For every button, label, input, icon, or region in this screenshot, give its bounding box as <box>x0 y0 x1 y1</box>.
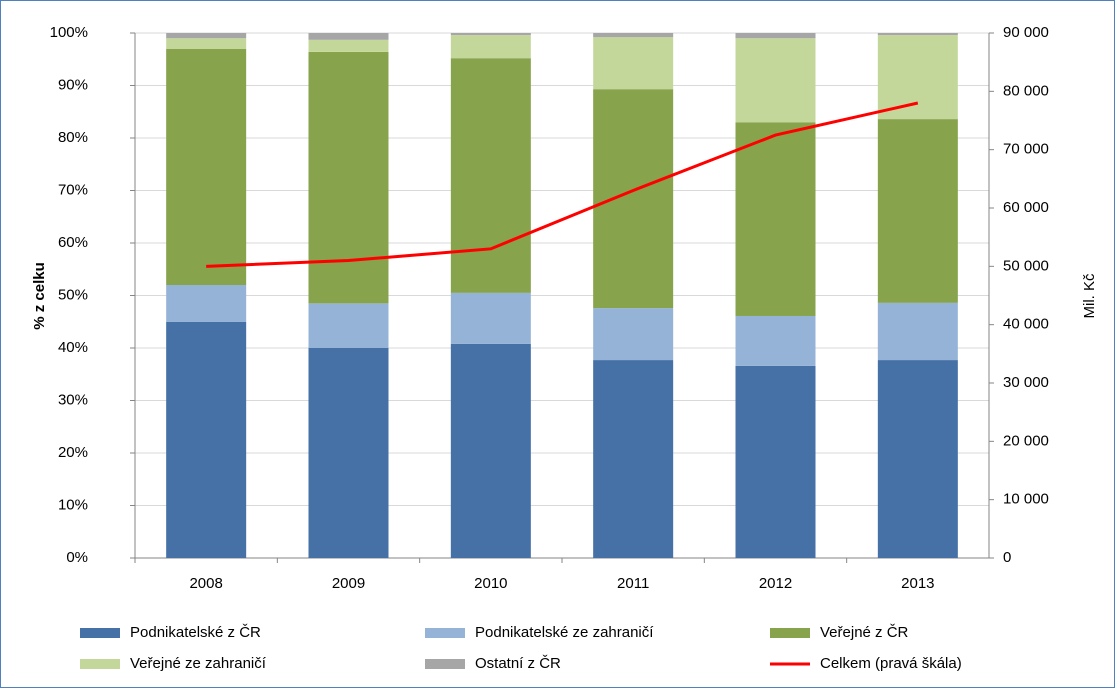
bar-segment <box>450 292 531 344</box>
bar-segment <box>450 33 531 36</box>
y-tick-label: 60% <box>58 234 88 251</box>
y2-tick-label: 10 000 <box>1003 491 1049 508</box>
bar-segment <box>308 33 389 40</box>
bar-segment <box>735 33 816 39</box>
y2-tick-label: 70 000 <box>1003 141 1049 158</box>
y2-tick-label: 60 000 <box>1003 199 1049 216</box>
bar-segment <box>450 35 531 59</box>
legend-label: Podnikatelské ze zahraničí <box>475 624 654 641</box>
bar-segment <box>735 365 816 558</box>
legend-label: Podnikatelské z ČR <box>130 624 261 641</box>
legend-label: Celkem (pravá škála) <box>820 655 962 672</box>
legend-swatch <box>80 659 120 669</box>
legend-swatch <box>80 628 120 638</box>
y-tick-label: 90% <box>58 76 88 93</box>
y2-tick-label: 80 000 <box>1003 82 1049 99</box>
y-tick-label: 80% <box>58 129 88 146</box>
bar-segment <box>877 302 958 361</box>
bar-segment <box>593 360 674 558</box>
x-tick-label: 2011 <box>617 575 649 592</box>
bar-segment <box>877 35 958 120</box>
bar-segment <box>735 38 816 123</box>
y2-tick-label: 90 000 <box>1003 24 1049 41</box>
bar-segment <box>166 33 247 39</box>
legend-label: Veřejné z ČR <box>820 624 909 641</box>
legend-swatch <box>425 659 465 669</box>
bar-segment <box>735 122 816 316</box>
line-series <box>206 101 919 268</box>
x-tick-label: 2012 <box>759 575 792 592</box>
y2-tick-label: 0 <box>1003 549 1011 566</box>
x-tick-label: 2013 <box>901 575 934 592</box>
y2-tick-label: 50 000 <box>1003 257 1049 274</box>
bar-segment <box>308 51 389 304</box>
y-tick-label: 30% <box>58 391 88 408</box>
y2-tick-label: 30 000 <box>1003 374 1049 391</box>
bar-segment <box>308 303 389 348</box>
bar-segment <box>593 89 674 309</box>
bar-segment <box>877 119 958 303</box>
bar-segment <box>450 58 531 293</box>
bar-segment <box>166 321 247 558</box>
bar-segment <box>593 308 674 361</box>
bar-segment <box>593 33 674 38</box>
bar-segment <box>166 285 247 322</box>
y2-tick-label: 20 000 <box>1003 432 1049 449</box>
bar-segment <box>166 38 247 49</box>
y-tick-label: 10% <box>58 496 88 513</box>
y-tick-label: 40% <box>58 339 88 356</box>
x-tick-label: 2008 <box>189 575 222 592</box>
y-axis-title: % z celku <box>31 262 48 330</box>
x-tick-label: 2009 <box>332 575 365 592</box>
legend-swatch <box>425 628 465 638</box>
bar-segment <box>593 37 674 90</box>
legend-label: Veřejné ze zahraničí <box>130 655 267 672</box>
bar-segment <box>877 360 958 558</box>
y-tick-label: 70% <box>58 181 88 198</box>
y2-tick-label: 40 000 <box>1003 316 1049 333</box>
bar-segment <box>166 48 247 285</box>
legend-label: Ostatní z ČR <box>475 655 561 672</box>
y-tick-label: 50% <box>58 286 88 303</box>
x-tick-label: 2010 <box>474 575 507 592</box>
y-tick-label: 0% <box>66 549 88 566</box>
y-tick-label: 20% <box>58 444 88 461</box>
bar-segment <box>450 343 531 558</box>
bar-segment <box>308 348 389 558</box>
bar-segment <box>877 33 958 36</box>
bar-segment <box>308 39 389 52</box>
legend-swatch <box>770 628 810 638</box>
y2-axis-title: Mil. Kč <box>1081 273 1098 319</box>
y-tick-label: 100% <box>50 24 88 41</box>
bar-segment <box>735 315 816 366</box>
